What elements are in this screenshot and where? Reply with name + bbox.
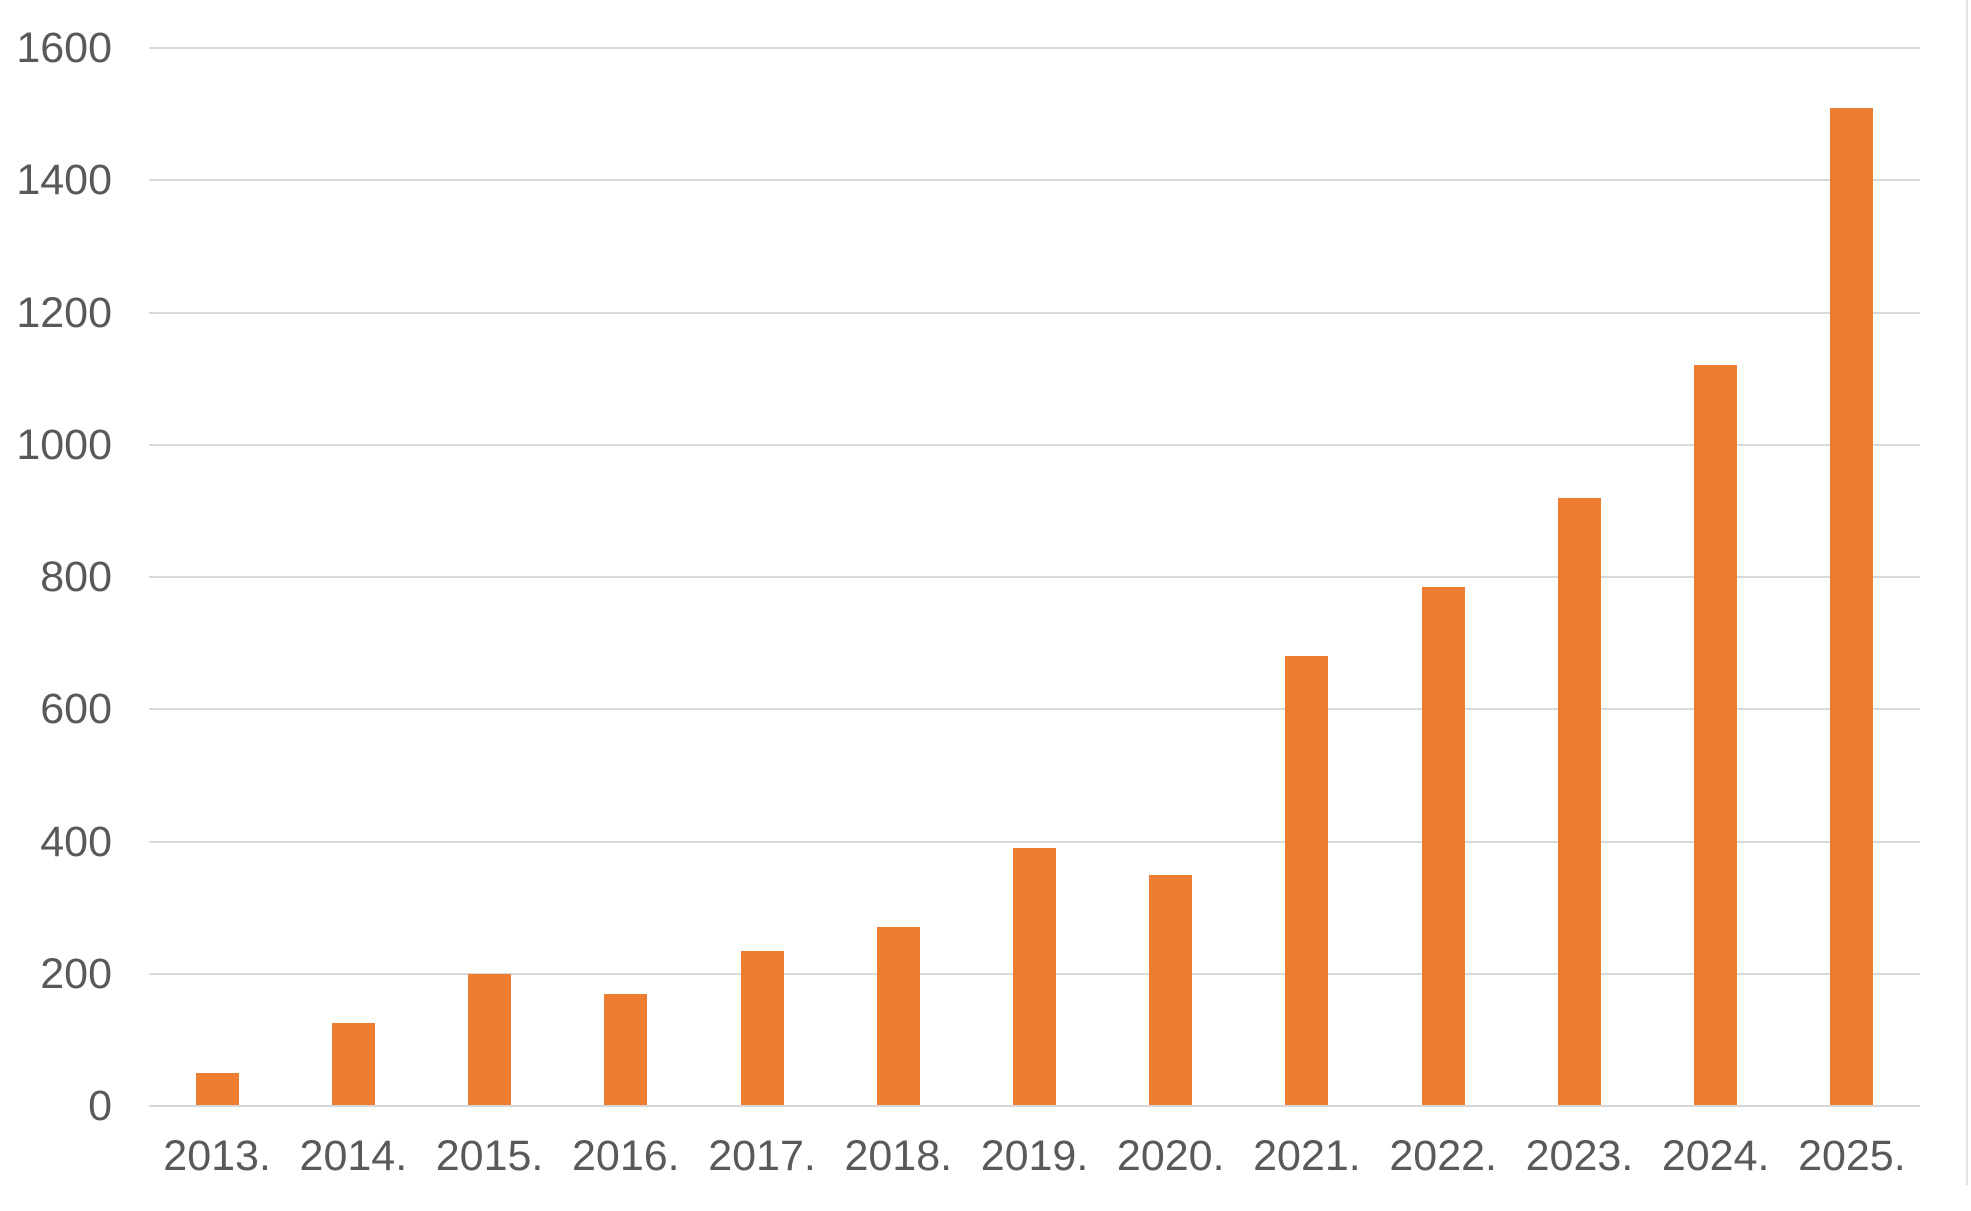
x-tick-label-2025: 2025. [1798,1132,1906,1180]
chart-frame-right-edge [1966,0,1968,1185]
gridline-y-1000 [149,443,1920,446]
x-tick-label-2023: 2023. [1525,1132,1634,1180]
bar-2018 [876,927,920,1106]
bar-2017 [740,950,784,1106]
bar-2025 [1830,107,1874,1106]
gridline-y-1200 [149,311,1920,314]
x-tick-label-2014: 2014. [299,1132,408,1180]
x-tick-label-2022: 2022. [1389,1132,1497,1180]
x-tick-label-2020: 2020. [1116,1132,1225,1180]
bar-2016 [604,993,648,1106]
x-tick-label-2015: 2015. [435,1132,544,1180]
x-tick-label-2013: 2013. [163,1132,271,1180]
y-tick-label-0: 0 [88,1082,112,1130]
bar-2014 [331,1023,375,1106]
y-tick-label-400: 400 [40,817,112,866]
gridline-y-800 [149,576,1920,578]
y-tick-label-1600: 1600 [16,24,112,72]
gridline-y-600 [149,708,1920,711]
y-tick-label-1000: 1000 [16,420,112,469]
y-tick-label-800: 800 [40,553,112,601]
x-tick-label-2018: 2018. [844,1132,953,1180]
bar-2013 [195,1072,239,1106]
bar-2021 [1285,656,1329,1106]
gridline-y-1600 [149,47,1920,49]
x-tick-label-2021: 2021. [1253,1132,1361,1180]
bar-2023 [1557,497,1601,1106]
bar-2024 [1694,365,1738,1106]
x-tick-label-2016: 2016. [571,1132,680,1180]
y-tick-label-600: 600 [40,685,112,734]
y-tick-label-1400: 1400 [16,156,112,205]
bar-2020 [1149,874,1193,1106]
y-tick-label-1200: 1200 [16,288,112,337]
bar-2019 [1013,848,1056,1106]
gridline-y-400 [149,840,1920,843]
bar-2022 [1421,586,1465,1106]
x-axis-line [149,1105,1920,1107]
x-tick-label-2017: 2017. [708,1132,816,1180]
x-tick-label-2024: 2024. [1661,1132,1770,1180]
x-tick-label-2019: 2019. [980,1132,1089,1180]
y-tick-label-200: 200 [40,949,112,998]
plot-area [149,47,1920,1106]
gridline-y-1400 [149,179,1920,182]
bar-2015 [468,973,512,1106]
